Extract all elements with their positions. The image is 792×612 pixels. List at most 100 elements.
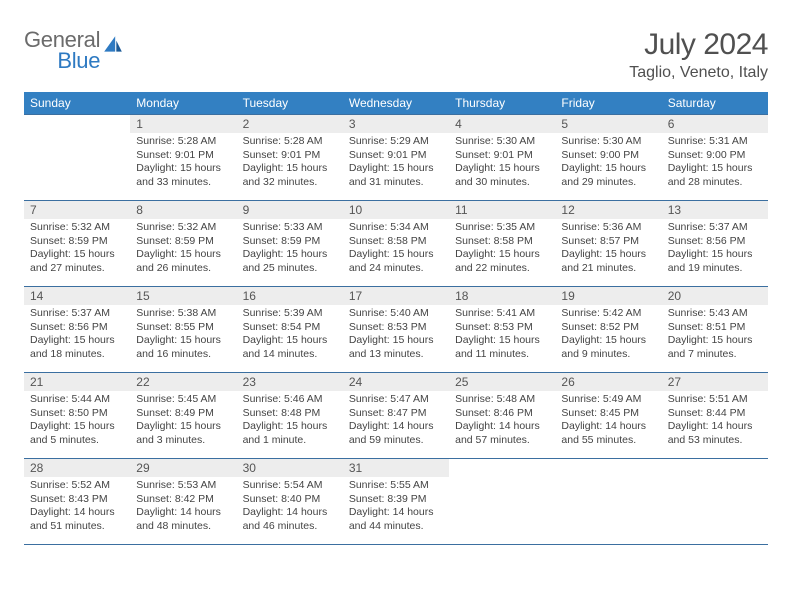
sunrise-line: Sunrise: 5:47 AM bbox=[349, 393, 443, 407]
day-info: Sunrise: 5:51 AMSunset: 8:44 PMDaylight:… bbox=[662, 391, 768, 452]
sunrise-line: Sunrise: 5:46 AM bbox=[243, 393, 337, 407]
daylight-value: 15 hours and 13 minutes. bbox=[349, 334, 434, 360]
day-number: 17 bbox=[343, 287, 449, 305]
sunrise-line: Sunrise: 5:28 AM bbox=[136, 135, 230, 149]
page-header: GeneralBlue July 2024 Taglio, Veneto, It… bbox=[24, 28, 768, 82]
daylight-line: Daylight: 14 hours and 57 minutes. bbox=[455, 420, 549, 447]
day-info: Sunrise: 5:36 AMSunset: 8:57 PMDaylight:… bbox=[555, 219, 661, 280]
daylight-value: 15 hours and 30 minutes. bbox=[455, 162, 540, 188]
sunset-value: 8:47 PM bbox=[387, 407, 426, 419]
day-info: Sunrise: 5:30 AMSunset: 9:01 PMDaylight:… bbox=[449, 133, 555, 194]
daylight-line: Daylight: 15 hours and 33 minutes. bbox=[136, 162, 230, 189]
sunrise-value: 5:46 AM bbox=[284, 393, 323, 405]
sunset-line: Sunset: 8:50 PM bbox=[30, 407, 124, 421]
sunrise-value: 5:51 AM bbox=[709, 393, 748, 405]
calendar-day-cell: 10Sunrise: 5:34 AMSunset: 8:58 PMDayligh… bbox=[343, 201, 449, 287]
sunrise-line: Sunrise: 5:36 AM bbox=[561, 221, 655, 235]
day-info: Sunrise: 5:53 AMSunset: 8:42 PMDaylight:… bbox=[130, 477, 236, 538]
calendar-day-cell: 17Sunrise: 5:40 AMSunset: 8:53 PMDayligh… bbox=[343, 287, 449, 373]
sunset-value: 8:58 PM bbox=[387, 235, 426, 247]
daylight-value: 15 hours and 31 minutes. bbox=[349, 162, 434, 188]
sunset-value: 8:43 PM bbox=[69, 493, 108, 505]
calendar-day-cell: 9Sunrise: 5:33 AMSunset: 8:59 PMDaylight… bbox=[237, 201, 343, 287]
sunset-value: 8:54 PM bbox=[281, 321, 320, 333]
sunset-line: Sunset: 8:42 PM bbox=[136, 493, 230, 507]
daylight-value: 15 hours and 21 minutes. bbox=[561, 248, 646, 274]
daylight-value: 15 hours and 24 minutes. bbox=[349, 248, 434, 274]
daylight-value: 14 hours and 57 minutes. bbox=[455, 420, 540, 446]
sunset-value: 8:59 PM bbox=[69, 235, 108, 247]
day-number: 27 bbox=[662, 373, 768, 391]
daylight-value: 14 hours and 53 minutes. bbox=[668, 420, 753, 446]
location: Taglio, Veneto, Italy bbox=[629, 64, 768, 82]
daylight-line: Daylight: 15 hours and 5 minutes. bbox=[30, 420, 124, 447]
daylight-line: Daylight: 14 hours and 55 minutes. bbox=[561, 420, 655, 447]
sunrise-value: 5:32 AM bbox=[178, 221, 217, 233]
calendar-page: GeneralBlue July 2024 Taglio, Veneto, It… bbox=[0, 0, 792, 545]
daylight-line: Daylight: 14 hours and 48 minutes. bbox=[136, 506, 230, 533]
sunrise-value: 5:32 AM bbox=[71, 221, 110, 233]
daylight-value: 15 hours and 29 minutes. bbox=[561, 162, 646, 188]
day-number: 12 bbox=[555, 201, 661, 219]
day-number: 10 bbox=[343, 201, 449, 219]
daylight-line: Daylight: 15 hours and 7 minutes. bbox=[668, 334, 762, 361]
sunrise-value: 5:53 AM bbox=[178, 479, 217, 491]
day-info: Sunrise: 5:32 AMSunset: 8:59 PMDaylight:… bbox=[24, 219, 130, 280]
calendar-day-cell: 13Sunrise: 5:37 AMSunset: 8:56 PMDayligh… bbox=[662, 201, 768, 287]
calendar-day-cell: 12Sunrise: 5:36 AMSunset: 8:57 PMDayligh… bbox=[555, 201, 661, 287]
sunrise-value: 5:47 AM bbox=[390, 393, 429, 405]
sunset-value: 8:39 PM bbox=[387, 493, 426, 505]
sunset-value: 8:52 PM bbox=[600, 321, 639, 333]
sunrise-line: Sunrise: 5:29 AM bbox=[349, 135, 443, 149]
daylight-line: Daylight: 15 hours and 9 minutes. bbox=[561, 334, 655, 361]
day-info: Sunrise: 5:37 AMSunset: 8:56 PMDaylight:… bbox=[24, 305, 130, 366]
logo: GeneralBlue bbox=[24, 30, 124, 74]
sunrise-value: 5:31 AM bbox=[709, 135, 748, 147]
day-info: Sunrise: 5:55 AMSunset: 8:39 PMDaylight:… bbox=[343, 477, 449, 538]
daylight-line: Daylight: 15 hours and 24 minutes. bbox=[349, 248, 443, 275]
day-number: 15 bbox=[130, 287, 236, 305]
sunset-value: 8:48 PM bbox=[281, 407, 320, 419]
sunrise-value: 5:30 AM bbox=[603, 135, 642, 147]
day-info: Sunrise: 5:38 AMSunset: 8:55 PMDaylight:… bbox=[130, 305, 236, 366]
daylight-line: Daylight: 15 hours and 28 minutes. bbox=[668, 162, 762, 189]
daylight-value: 15 hours and 33 minutes. bbox=[136, 162, 221, 188]
sunset-line: Sunset: 8:40 PM bbox=[243, 493, 337, 507]
day-number: 29 bbox=[130, 459, 236, 477]
day-info: Sunrise: 5:33 AMSunset: 8:59 PMDaylight:… bbox=[237, 219, 343, 280]
sunrise-value: 5:45 AM bbox=[178, 393, 217, 405]
daylight-line: Daylight: 15 hours and 3 minutes. bbox=[136, 420, 230, 447]
daylight-value: 15 hours and 27 minutes. bbox=[30, 248, 115, 274]
sunrise-value: 5:55 AM bbox=[390, 479, 429, 491]
sunrise-line: Sunrise: 5:42 AM bbox=[561, 307, 655, 321]
weekday-header: Friday bbox=[555, 92, 661, 115]
sunrise-line: Sunrise: 5:33 AM bbox=[243, 221, 337, 235]
sunset-value: 8:53 PM bbox=[494, 321, 533, 333]
daylight-line: Daylight: 15 hours and 32 minutes. bbox=[243, 162, 337, 189]
day-number: 28 bbox=[24, 459, 130, 477]
calendar-day-cell: 20Sunrise: 5:43 AMSunset: 8:51 PMDayligh… bbox=[662, 287, 768, 373]
sunrise-value: 5:34 AM bbox=[390, 221, 429, 233]
sunrise-value: 5:39 AM bbox=[284, 307, 323, 319]
sunrise-line: Sunrise: 5:39 AM bbox=[243, 307, 337, 321]
day-info: Sunrise: 5:49 AMSunset: 8:45 PMDaylight:… bbox=[555, 391, 661, 452]
day-info: Sunrise: 5:48 AMSunset: 8:46 PMDaylight:… bbox=[449, 391, 555, 452]
sunset-line: Sunset: 8:56 PM bbox=[30, 321, 124, 335]
daylight-line: Daylight: 15 hours and 14 minutes. bbox=[243, 334, 337, 361]
sunrise-value: 5:37 AM bbox=[71, 307, 110, 319]
sunrise-value: 5:41 AM bbox=[497, 307, 536, 319]
calendar-day-cell: 27Sunrise: 5:51 AMSunset: 8:44 PMDayligh… bbox=[662, 373, 768, 459]
sunrise-line: Sunrise: 5:30 AM bbox=[455, 135, 549, 149]
sunrise-line: Sunrise: 5:45 AM bbox=[136, 393, 230, 407]
calendar-day-cell: 23Sunrise: 5:46 AMSunset: 8:48 PMDayligh… bbox=[237, 373, 343, 459]
sunrise-line: Sunrise: 5:41 AM bbox=[455, 307, 549, 321]
day-number: 30 bbox=[237, 459, 343, 477]
day-info: Sunrise: 5:46 AMSunset: 8:48 PMDaylight:… bbox=[237, 391, 343, 452]
daylight-line: Daylight: 15 hours and 21 minutes. bbox=[561, 248, 655, 275]
sunset-value: 8:53 PM bbox=[387, 321, 426, 333]
daylight-value: 15 hours and 9 minutes. bbox=[561, 334, 646, 360]
sunrise-value: 5:28 AM bbox=[178, 135, 217, 147]
calendar-week-row: 14Sunrise: 5:37 AMSunset: 8:56 PMDayligh… bbox=[24, 287, 768, 373]
month-title: July 2024 bbox=[629, 28, 768, 62]
daylight-value: 15 hours and 22 minutes. bbox=[455, 248, 540, 274]
